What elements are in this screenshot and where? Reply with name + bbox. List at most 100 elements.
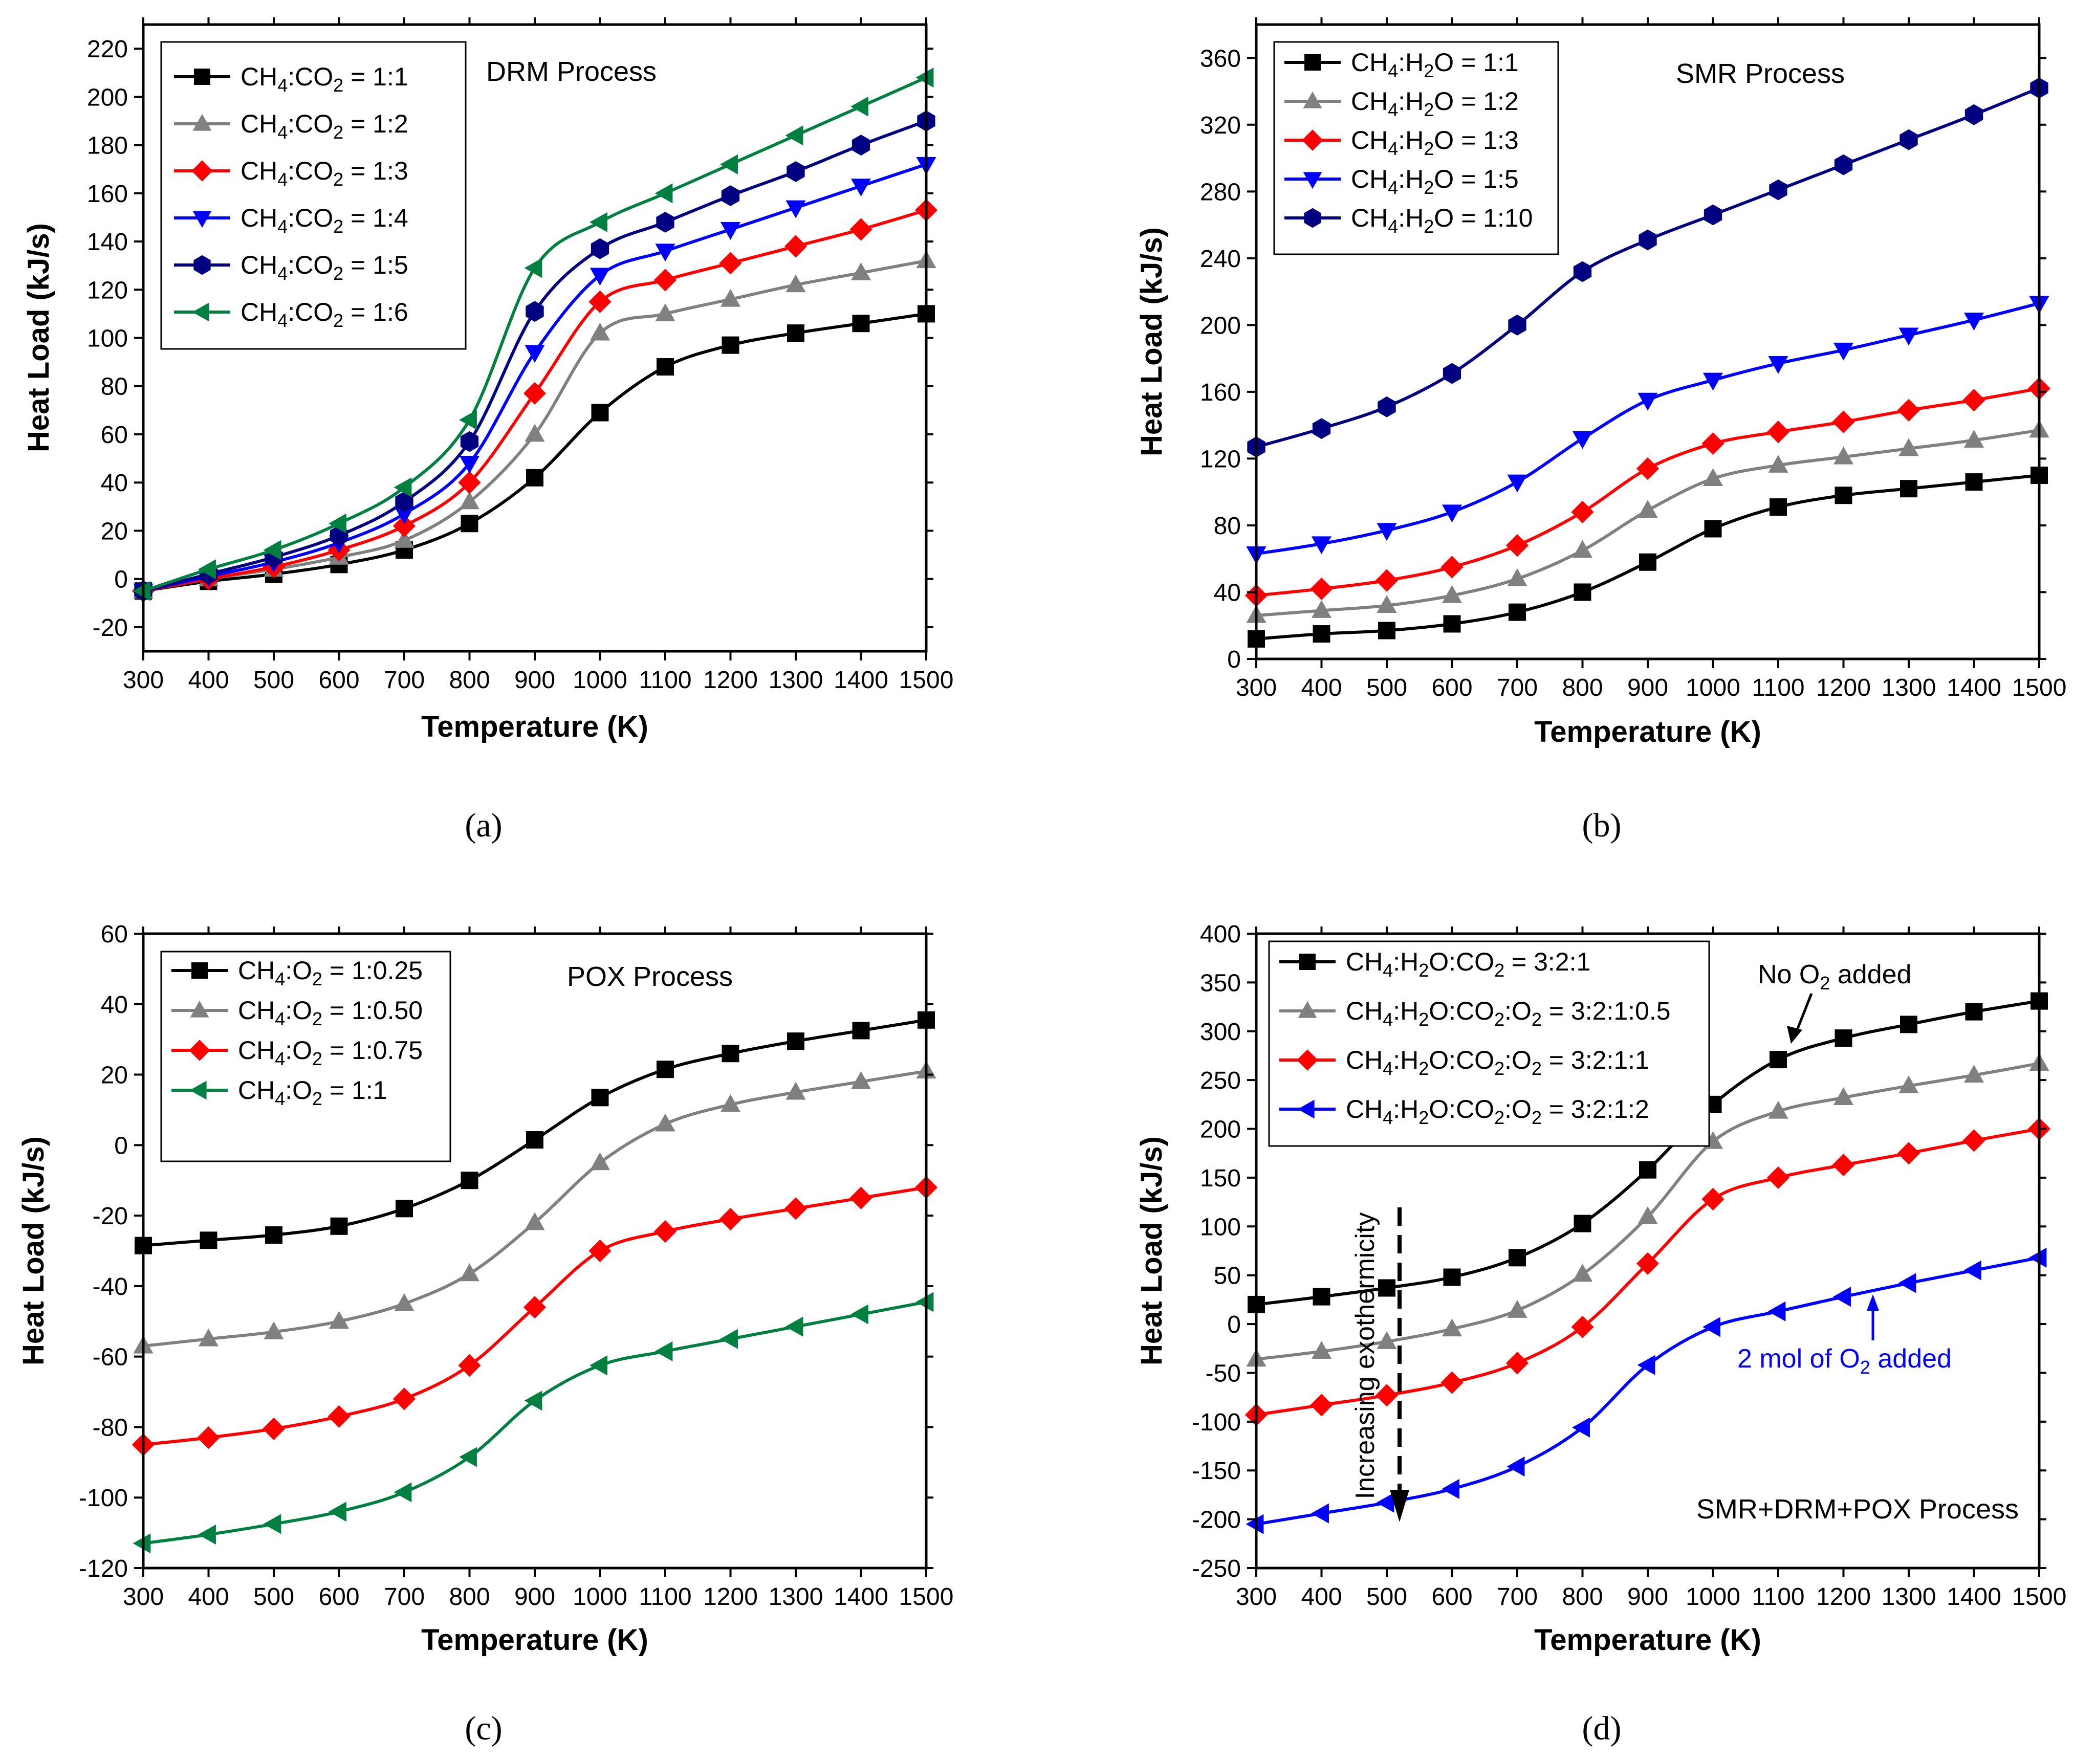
panel-d-label: (d) xyxy=(1582,1710,1622,1747)
panel-d-xtick-label: 800 xyxy=(1562,1583,1603,1611)
panel-a-legend-marker xyxy=(193,255,211,275)
panel-a-series-5-point xyxy=(850,96,868,117)
panel-a-series-5-point xyxy=(198,559,216,580)
panel-a-series-4-point xyxy=(852,135,870,156)
panel-a-series-1-point xyxy=(720,289,741,307)
panel-d-legend-label: CH4:H2O:CO2:O2 = 3:2:1:0.5 xyxy=(1346,997,1671,1030)
panel-b-xtick-label: 1400 xyxy=(1947,674,2001,701)
panel-b-series-4-point xyxy=(1508,314,1526,336)
panel-c-series-1-point xyxy=(329,1311,350,1329)
legend-label-part: 4 xyxy=(277,75,288,96)
panel-c-series-1-point xyxy=(198,1328,219,1347)
legend-label-part: 2 xyxy=(1424,99,1434,120)
panel-c-series-2-point xyxy=(849,1186,872,1209)
legend-label-part: CH xyxy=(1346,997,1383,1025)
panel-d-series-0-point xyxy=(1509,1249,1526,1267)
annotation-2-mol-o2-added: 2 mol of O2 added xyxy=(1737,1344,1952,1378)
panel-a-xtick-label: 600 xyxy=(318,667,359,694)
panel-a-legend-item-0: CH4:CO2 = 1:1 xyxy=(174,62,408,96)
panel-a-legend-label: CH4:CO2 = 1:5 xyxy=(241,251,408,284)
panel-b-xtick-label: 1500 xyxy=(2012,674,2067,701)
panel-d-series-1-point xyxy=(1833,1087,1854,1105)
panel-d-ticks: 300 400 500 600 700 800 900 1000 1100 1200 1300 140… xyxy=(1192,921,2066,1611)
panel-a-series-5 xyxy=(133,68,934,601)
panel-a-xtick-label: 1100 xyxy=(639,667,691,694)
panel-b-legend-item-3: CH4:H2O = 1:5 xyxy=(1284,165,1519,198)
panel-a-xtick-label: 500 xyxy=(253,667,294,694)
legend-label-part: 4 xyxy=(275,968,285,989)
panel-d-series-3 xyxy=(1246,1247,2047,1534)
legend-label-part: CH xyxy=(1351,48,1388,77)
panel-b-legend-label: CH4:H2O = 1:5 xyxy=(1351,165,1519,198)
panel-b-series-3-point xyxy=(1768,356,1788,374)
legend-label-part: 4 xyxy=(1388,99,1398,120)
panel-d-legend-marker xyxy=(1299,954,1316,970)
panel-c-series-3-point xyxy=(394,1482,412,1503)
legend-label-part: CH xyxy=(241,62,277,91)
panel-a-series-4-point xyxy=(656,211,674,233)
panel-d-series-2-point xyxy=(1636,1252,1660,1275)
legend-label-part: 4 xyxy=(1383,960,1393,981)
panel-c-series-0-point xyxy=(200,1231,217,1249)
panel-a-legend-marker xyxy=(191,160,213,182)
panel-d-legend-marker xyxy=(1297,1049,1318,1071)
legend-label-part: 2 xyxy=(1494,1107,1504,1128)
panel-b-series-1-point xyxy=(1963,430,1984,448)
panel-d-legend-label: CH4:H2O:CO2 = 3:2:1 xyxy=(1346,947,1590,981)
panel-b-legend-item-4: CH4:H2O = 1:10 xyxy=(1284,204,1533,237)
legend-label-part: :H xyxy=(1393,1046,1418,1074)
panel-b-legend-item-1: CH4:H2O = 1:2 xyxy=(1284,87,1519,120)
legend-label-part: = 3:2:1 xyxy=(1504,947,1590,976)
panel-d-series-2-point xyxy=(1832,1154,1855,1177)
panel-d-ytick-label: 200 xyxy=(1200,1116,1241,1143)
panel-a-xtick-label: 1400 xyxy=(834,667,888,694)
panel-a-ytick-label: 120 xyxy=(87,277,128,304)
panel-b-ytick-label: 120 xyxy=(1200,446,1241,473)
panel-d-series-3-point xyxy=(1442,1479,1459,1500)
legend-label-part: :O xyxy=(1504,1046,1532,1074)
panel-b-series-1-point xyxy=(1311,600,1332,618)
panel-b-series-1 xyxy=(1246,420,2049,623)
panel-a-series-1-point xyxy=(655,303,675,321)
legend-label-part: = 3:2:1:0.5 xyxy=(1542,997,1671,1025)
annotation-2mol-suffix: added xyxy=(1870,1344,1952,1374)
panel-a-xtick-label: 300 xyxy=(123,667,164,694)
panel-a-series-4-point xyxy=(460,431,479,452)
legend-label-part: 2 xyxy=(333,263,343,284)
panel-b-series-3-point xyxy=(1377,523,1397,541)
panel-d-series-0-point xyxy=(1835,1029,1852,1047)
panel-b-series-0-point xyxy=(1574,583,1591,601)
panel-c-series-1-point xyxy=(785,1082,806,1100)
panel-b-xtick-label: 1000 xyxy=(1686,674,1740,701)
panel-a: 300 400 500 600 700 800 900 1000 1100 1200 1300 140… xyxy=(22,17,953,844)
panel-d-legend-box xyxy=(1268,940,1710,1147)
legend-label-part: CH xyxy=(241,251,277,279)
panel-b-series-4-point xyxy=(1443,363,1461,384)
panel-d-series-0-point xyxy=(1770,1051,1787,1069)
panel-a-series-3-point xyxy=(590,268,610,286)
panel-b-legend-marker xyxy=(1304,54,1321,71)
legend-label-part: :H xyxy=(1393,947,1418,976)
panel-d-series-2-point xyxy=(1440,1371,1464,1394)
panel-d-series xyxy=(1245,992,2051,1534)
panel-c-legend-item-2: CH4:O2 = 1:0.75 xyxy=(171,1036,423,1069)
panel-c-ytick-label: -80 xyxy=(93,1414,128,1441)
panel-b-ytick-label: 280 xyxy=(1200,179,1241,206)
panel-b-series xyxy=(1245,77,2051,648)
panel-b-ytick-label: 360 xyxy=(1200,45,1241,72)
panel-c-series-2-point xyxy=(523,1296,547,1319)
legend-label-part: 2 xyxy=(312,1088,322,1109)
panel-c-series-2-point xyxy=(197,1426,220,1449)
panel-b-series-2-point xyxy=(1310,577,1333,601)
panel-c-legend-box xyxy=(160,951,451,1162)
legend-label-part: 4 xyxy=(1383,1009,1393,1030)
legend-label-part: 4 xyxy=(277,216,288,237)
legend-label-part: 2 xyxy=(1418,1058,1429,1079)
legend-label-part: CH xyxy=(1351,126,1388,155)
panel-a-series-5-point xyxy=(654,183,673,204)
panel-b-ytick-label: 80 xyxy=(1214,513,1241,540)
panel-b-series-2-point xyxy=(1375,569,1399,592)
panel-d-legend: CH4:H2O:CO2 = 3:2:1 CH4:H2O:CO2:O2 = 3:2:… xyxy=(1268,940,1710,1147)
legend-label-part: :H xyxy=(1393,997,1418,1025)
legend-label-part: CH xyxy=(1351,87,1388,116)
